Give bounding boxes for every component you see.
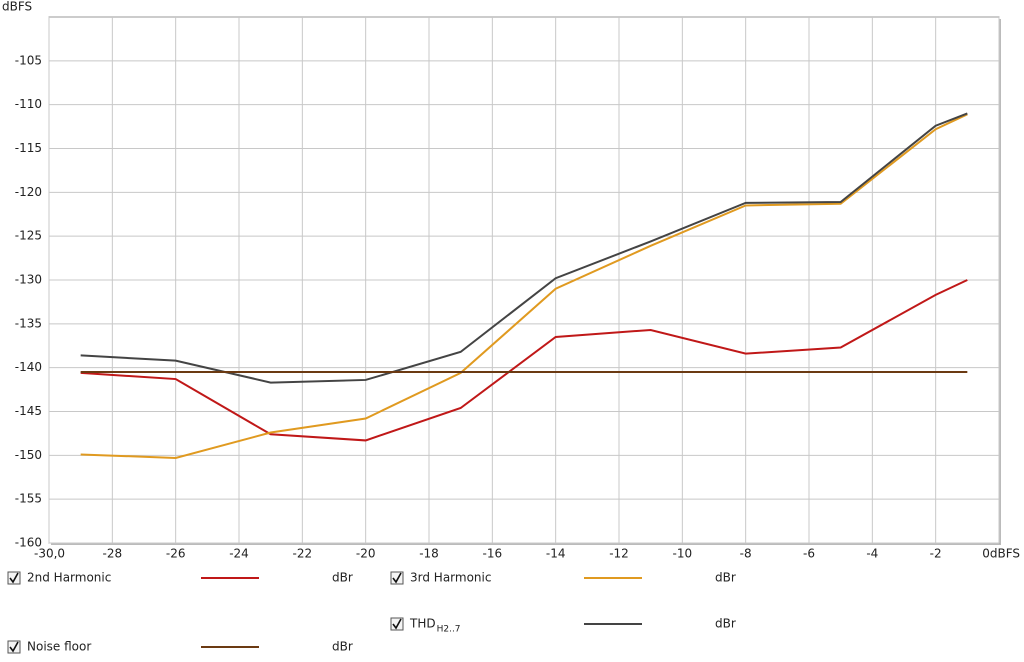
y-tick-label: -150 <box>15 448 42 462</box>
checkmark <box>9 572 19 584</box>
series-line <box>80 113 968 459</box>
x-tick-label: -14 <box>546 547 566 561</box>
x-tick-label: -24 <box>229 547 249 561</box>
y-tick-label: -120 <box>15 185 42 199</box>
checkmark <box>392 618 402 630</box>
x-tick-label: -8 <box>740 547 752 561</box>
x-tick-label: -20 <box>356 547 376 561</box>
y-axis-label: dBFS <box>2 0 32 14</box>
series-line <box>80 112 968 384</box>
legend-label: Noise floor <box>27 640 91 654</box>
x-tick-label: -26 <box>166 547 186 561</box>
x-tick-label: -4 <box>866 547 878 561</box>
legend-unit: dBr <box>332 640 353 654</box>
x-tick-label: 0dBFS <box>982 547 1020 561</box>
legend-label: 2nd Harmonic <box>27 571 111 585</box>
x-tick-label: -18 <box>419 547 439 561</box>
legend-unit: dBr <box>332 571 353 585</box>
legend-unit: dBr <box>715 617 736 631</box>
x-tick-label: -28 <box>103 547 123 561</box>
legend-label-sub: H2..7 <box>437 625 461 635</box>
x-tick-label: -12 <box>609 547 629 561</box>
x-tick-label: -2 <box>930 547 942 561</box>
x-tick-label: -6 <box>803 547 815 561</box>
y-tick-label: -125 <box>15 229 42 243</box>
y-tick-label: -145 <box>15 404 42 418</box>
checkmark <box>9 641 19 653</box>
y-tick-label: -160 <box>15 536 42 550</box>
series-line <box>80 279 968 442</box>
y-tick-label: -115 <box>15 141 42 155</box>
x-tick-label: -16 <box>483 547 503 561</box>
y-tick-label: -110 <box>15 97 42 111</box>
x-tick-label: -22 <box>293 547 313 561</box>
legend-label: 3rd Harmonic <box>410 571 491 585</box>
y-tick-label: -135 <box>15 316 42 330</box>
x-tick-label: -10 <box>673 547 693 561</box>
legend-label: THD <box>409 617 436 631</box>
x-tick-label: -30,0 <box>34 547 65 561</box>
y-tick-label: -105 <box>15 53 42 67</box>
y-tick-label: -140 <box>15 360 42 374</box>
y-tick-label: -155 <box>15 492 42 506</box>
checkmark <box>392 572 402 584</box>
legend-unit: dBr <box>715 571 736 585</box>
y-tick-label: -130 <box>15 273 42 287</box>
